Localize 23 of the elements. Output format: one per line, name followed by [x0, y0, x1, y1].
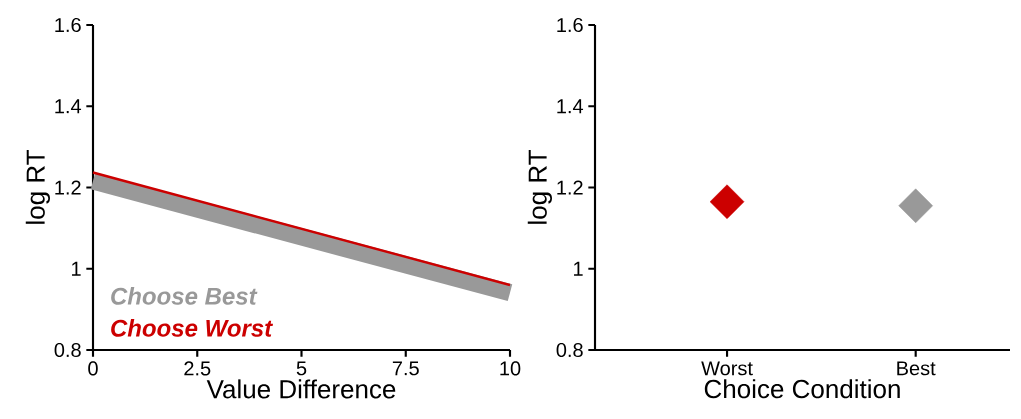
x-tick-label: 0 [88, 361, 98, 376]
x-tick-label: 10 [500, 361, 521, 376]
y-axis-title: log RT [527, 150, 552, 224]
y-tick-label: 1.4 [557, 99, 584, 114]
y-tick-label: 1.4 [55, 99, 82, 114]
x-tick-label: Best [897, 361, 936, 376]
y-tick-label: 0.8 [556, 342, 583, 358]
y-tick-label: 0.8 [54, 342, 81, 358]
x-axis-title: Choice Condition [704, 379, 900, 399]
y-axis-title: log RT [25, 150, 50, 224]
text: Choose Worst [111, 319, 274, 337]
y-tick-label: 1.6 [55, 17, 81, 33]
y-tick-label: 1.2 [55, 180, 81, 195]
y-tick-label: 1.2 [557, 180, 583, 195]
text: Choose Best [111, 287, 258, 305]
x-axis-title: Value Difference [206, 379, 396, 399]
x-tick-label: 2.5 [184, 361, 211, 376]
y-tick-label: 1.6 [557, 17, 583, 33]
x-tick-label: 5 [296, 361, 307, 376]
y-tick-label: 1 [72, 261, 81, 276]
x-tick-label: 7.5 [392, 361, 419, 376]
y-tick-label: 1 [574, 261, 583, 276]
x-tick-label: Worst [701, 361, 753, 376]
